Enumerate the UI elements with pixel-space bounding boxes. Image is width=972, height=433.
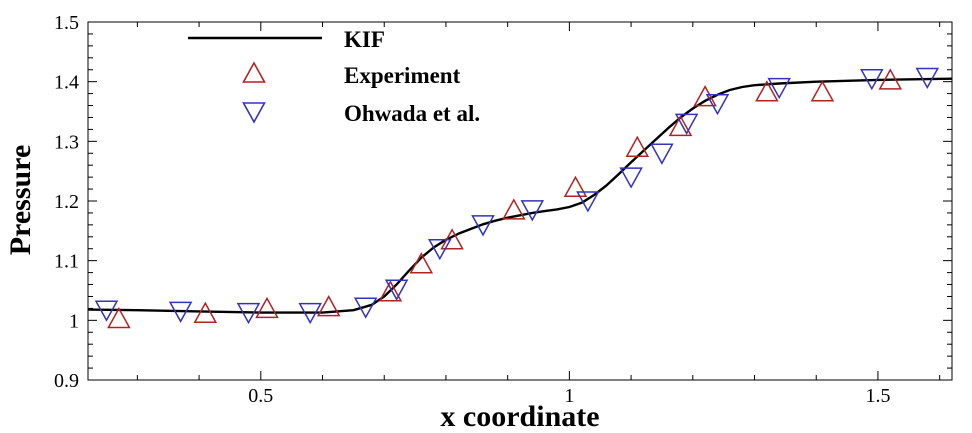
legend: KIF Experiment Ohwada et al. — [188, 27, 480, 126]
ohwada-point — [298, 302, 322, 325]
x-axis-title: x coordinate — [440, 400, 599, 433]
y-tick-label: 1.2 — [54, 191, 79, 213]
ohwada-point — [576, 191, 600, 213]
ohwada-point — [705, 93, 730, 116]
x-tick-label: 1 — [564, 385, 574, 407]
y-tick-label: 1.4 — [54, 72, 79, 94]
ohwada-point — [619, 167, 643, 189]
kif-line — [87, 77, 953, 314]
ohwada-point — [353, 297, 378, 319]
legend-ohwada-marker — [242, 102, 266, 124]
ohwada-point — [915, 67, 940, 90]
ohwada-point — [520, 200, 545, 222]
experiment-point — [378, 280, 403, 302]
x-tick-label: 0.5 — [248, 385, 273, 407]
axes — [87, 21, 953, 381]
ohwada-point — [471, 215, 495, 237]
y-tick-label: 0.9 — [54, 370, 79, 392]
experiment-point — [409, 252, 434, 274]
experiment-point — [755, 80, 779, 102]
plot-frame — [87, 21, 953, 381]
experiment-point — [502, 198, 526, 220]
experiment-point — [563, 175, 588, 198]
legend-experiment-label: Experiment — [344, 63, 461, 88]
ohwada-point — [767, 77, 791, 100]
ohwada-point — [384, 279, 409, 301]
experiment-point — [668, 114, 693, 137]
experiment-point — [810, 80, 835, 102]
x-tick-label: 1.5 — [865, 385, 890, 407]
experiment-point — [878, 68, 903, 90]
experiment-point — [107, 306, 131, 329]
ohwada-point — [428, 238, 452, 261]
ohwada-point — [674, 113, 699, 135]
experiment-point — [255, 296, 279, 319]
ohwada-point — [650, 143, 674, 165]
y-axis-title: Pressure — [4, 145, 37, 256]
ohwada-point — [94, 300, 119, 322]
experiment-point — [693, 85, 717, 107]
y-tick-label: 1.3 — [54, 131, 79, 153]
ohwada-point — [236, 302, 261, 325]
legend-ohwada-label: Ohwada et al. — [344, 101, 480, 126]
legend-experiment-marker — [242, 61, 266, 83]
y-tick-label: 1 — [69, 310, 79, 332]
y-tick-label: 1.5 — [54, 12, 79, 34]
experiment-point — [193, 301, 218, 323]
ohwada-point — [168, 301, 193, 323]
ohwada-point — [860, 68, 884, 91]
y-tick-label: 1.1 — [54, 251, 79, 273]
experiment-point — [316, 295, 341, 317]
experiment-point — [625, 135, 650, 158]
ticks: 0.9 1 1.1 1.2 1.3 1.4 1.5 0.5 1 1.5 — [54, 12, 952, 407]
series — [87, 67, 953, 329]
legend-kif-label: KIF — [344, 27, 385, 52]
